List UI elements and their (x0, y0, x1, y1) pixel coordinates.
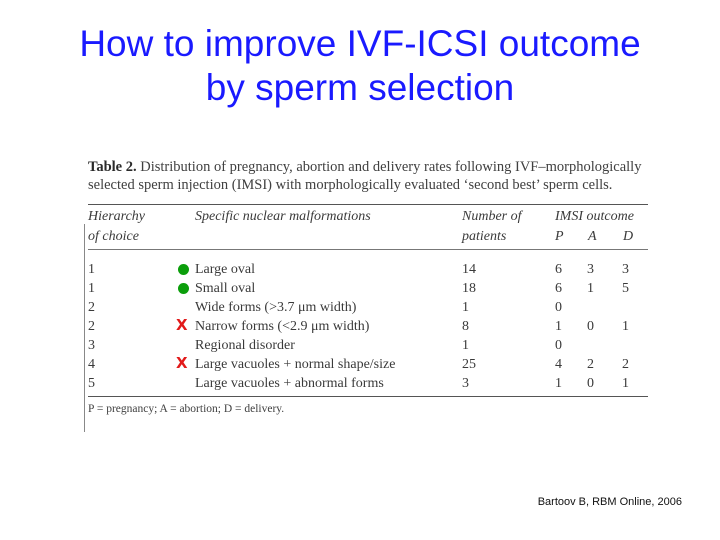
cell-d: 1 (622, 319, 629, 334)
cell-patients: 8 (462, 319, 469, 334)
cell-p: 4 (555, 357, 562, 372)
cell-d: 2 (622, 357, 629, 372)
green-dot-icon (178, 264, 189, 275)
cell-malformation: Large vacuoles + abnormal forms (195, 376, 384, 391)
cell-patients: 25 (462, 357, 476, 372)
slide-title-line-1: How to improve IVF-ICSI outcome (79, 23, 641, 64)
header-a: A (588, 229, 597, 244)
table-row: 5 Large vacuoles + abnormal forms 3 1 0 … (88, 374, 648, 393)
cell-hierarchy: 5 (88, 376, 95, 391)
citation: Bartoov B, RBM Online, 2006 (537, 496, 682, 508)
table-row: 4 X Large vacuoles + normal shape/size 2… (88, 354, 648, 374)
cell-hierarchy: 1 (88, 262, 95, 277)
table-caption-text: Distribution of pregnancy, abortion and … (88, 159, 642, 193)
cell-p: 0 (555, 338, 562, 353)
cell-p: 1 (555, 319, 562, 334)
slide-title: How to improve IVF-ICSI outcome by sperm… (0, 22, 720, 110)
cell-patients: 1 (462, 338, 469, 353)
cell-hierarchy: 4 (88, 357, 95, 372)
cell-p: 6 (555, 281, 562, 296)
cell-a: 0 (587, 319, 594, 334)
column-divider (84, 224, 85, 432)
cell-a: 2 (587, 357, 594, 372)
slide-title-line-2: by sperm selection (205, 67, 515, 108)
header-malformations: Specific nuclear malformations (195, 209, 371, 224)
cell-hierarchy: 2 (88, 300, 95, 315)
cell-hierarchy: 3 (88, 338, 95, 353)
table-top-rule (88, 204, 648, 205)
table-header: Hierarchy of choice Specific nuclear mal… (88, 205, 648, 249)
table-header-rule (88, 249, 648, 250)
cell-patients: 14 (462, 262, 476, 277)
header-hierarchy-line-1: Hierarchy (88, 209, 146, 224)
table-row: 2 Wide forms (>3.7 μm width) 1 0 (88, 298, 648, 317)
cell-d: 5 (622, 281, 629, 296)
header-patients-line-1: Number of (462, 209, 522, 224)
table-body: 1 Large oval 14 6 3 3 1 Small oval 18 6 … (88, 250, 648, 396)
table-row: 3 Regional disorder 1 0 (88, 336, 648, 355)
cell-malformation: Small oval (195, 281, 256, 296)
cell-d: 1 (622, 376, 629, 391)
table-row: 1 Large oval 14 6 3 3 (88, 260, 648, 279)
green-dot-icon (178, 283, 189, 294)
cell-a: 1 (587, 281, 594, 296)
header-imsi-outcome: IMSI outcome (555, 209, 634, 224)
header-d: D (623, 229, 634, 244)
header-hierarchy-line-2: of choice (88, 229, 139, 244)
cell-d: 3 (622, 262, 629, 277)
cell-hierarchy: 1 (88, 281, 95, 296)
cell-malformation: Large vacuoles + normal shape/size (195, 357, 396, 372)
red-x-icon: X (176, 316, 188, 334)
header-p: P (555, 229, 564, 244)
table-row: 2 X Narrow forms (<2.9 μm width) 8 1 0 1 (88, 316, 648, 336)
cell-patients: 1 (462, 300, 469, 315)
cell-p: 0 (555, 300, 562, 315)
table-caption: Table 2. Distribution of pregnancy, abor… (88, 158, 648, 194)
cell-patients: 18 (462, 281, 476, 296)
header-patients-line-2: patients (462, 229, 507, 244)
cell-malformation: Wide forms (>3.7 μm width) (195, 300, 357, 315)
table-footnote: P = pregnancy; A = abortion; D = deliver… (88, 403, 285, 415)
table-caption-label: Table 2. (88, 159, 137, 175)
cell-a: 3 (587, 262, 594, 277)
cell-malformation: Narrow forms (<2.9 μm width) (195, 319, 370, 334)
table-row: 1 Small oval 18 6 1 5 (88, 279, 648, 298)
cell-p: 6 (555, 262, 562, 277)
cell-a: 0 (587, 376, 594, 391)
table-bottom-rule (88, 396, 648, 397)
cell-malformation: Regional disorder (195, 338, 295, 353)
red-x-icon: X (176, 354, 188, 372)
table-figure: Table 2. Distribution of pregnancy, abor… (88, 158, 648, 415)
cell-hierarchy: 2 (88, 319, 95, 334)
cell-patients: 3 (462, 376, 469, 391)
cell-p: 1 (555, 376, 562, 391)
cell-malformation: Large oval (195, 262, 255, 277)
